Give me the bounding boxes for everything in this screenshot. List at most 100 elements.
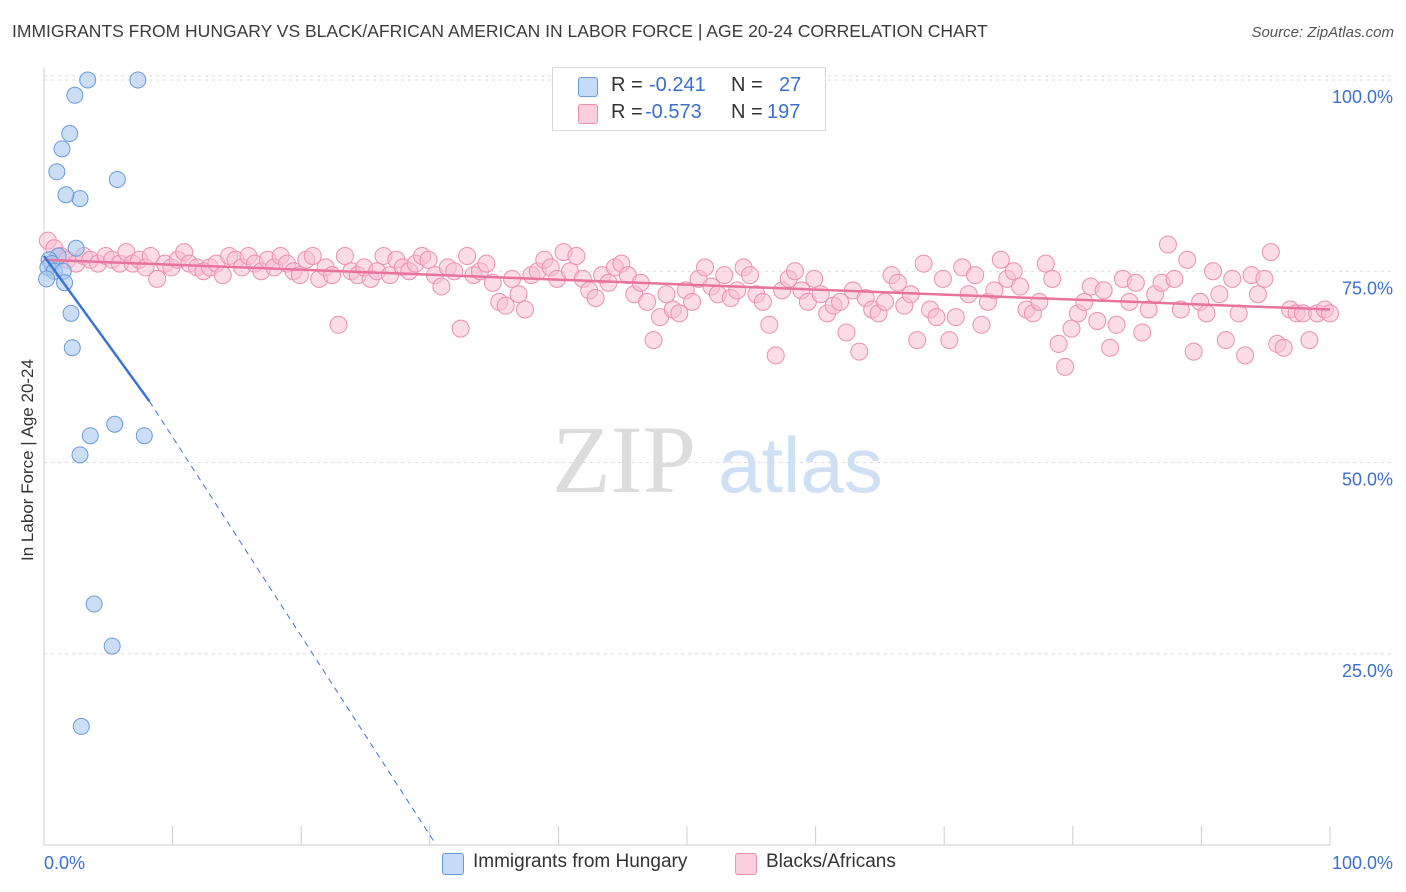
legend-n-label: N =: [731, 74, 763, 96]
data-point-hungary: [79, 71, 97, 89]
bottom-legend-swatch-pink: [735, 853, 757, 875]
data-point-blacks-africans: [837, 323, 856, 342]
data-point-blacks-africans: [515, 300, 534, 319]
data-point-blacks-africans: [1049, 334, 1068, 353]
data-point-blacks-africans: [1248, 285, 1267, 304]
legend-swatch-blue: [578, 77, 598, 97]
data-point-blacks-africans: [445, 262, 464, 281]
data-point-blacks-africans: [586, 289, 605, 308]
data-point-blacks-africans: [432, 277, 451, 296]
data-point-blacks-africans: [1223, 269, 1242, 288]
data-point-hungary: [38, 270, 56, 288]
data-point-blacks-africans: [728, 281, 747, 300]
watermark-atlas: atlas: [718, 421, 883, 509]
data-point-blacks-africans: [1043, 269, 1062, 288]
watermark: ZIP atlas: [552, 406, 883, 513]
data-point-blacks-africans: [419, 250, 438, 269]
data-point-blacks-africans: [831, 292, 850, 311]
data-point-hungary: [53, 140, 71, 158]
data-point-blacks-africans: [458, 246, 477, 265]
data-point-blacks-africans: [991, 250, 1010, 269]
y-tick-label: 50.0%: [1342, 470, 1393, 490]
legend-row-hungary: R = -0.241 N = 27: [553, 74, 825, 100]
data-point-blacks-africans: [1321, 304, 1339, 323]
data-point-blacks-africans: [1165, 269, 1184, 288]
data-point-blacks-africans: [1139, 300, 1158, 319]
data-point-blacks-africans: [1107, 315, 1126, 334]
legend-r-label: R =: [611, 74, 643, 96]
data-point-blacks-africans: [1158, 235, 1177, 254]
legend-r-label: R =: [611, 101, 643, 123]
data-point-blacks-africans: [335, 246, 354, 265]
legend-r-value: -0.241: [649, 74, 706, 96]
data-point-hungary: [81, 427, 99, 445]
data-point-blacks-africans: [1088, 311, 1107, 330]
data-point-blacks-africans: [1094, 281, 1113, 300]
data-point-blacks-africans: [1184, 342, 1203, 361]
data-point-hungary: [71, 446, 89, 464]
data-point-blacks-africans: [567, 246, 586, 265]
legend-r-value: -0.573: [645, 101, 702, 123]
legend-swatch-pink: [578, 104, 598, 124]
data-point-blacks-africans: [946, 308, 965, 327]
data-point-blacks-africans: [850, 342, 869, 361]
data-point-blacks-africans: [1203, 262, 1222, 281]
data-point-blacks-africans: [933, 269, 952, 288]
data-point-blacks-africans: [1274, 338, 1293, 357]
data-point-blacks-africans: [1011, 277, 1030, 296]
data-point-hungary: [108, 170, 126, 188]
data-point-blacks-africans: [496, 296, 515, 315]
data-point-blacks-africans: [741, 266, 760, 285]
data-point-hungary: [71, 190, 89, 208]
data-point-blacks-africans: [1133, 323, 1152, 342]
data-point-blacks-africans: [323, 266, 342, 285]
tick-labels: 100.0% 75.0% 50.0% 25.0% 0.0% 100.0%: [44, 87, 1393, 873]
data-point-blacks-africans: [972, 315, 991, 334]
data-point-blacks-africans: [670, 304, 689, 323]
data-point-blacks-africans: [638, 292, 657, 311]
data-point-hungary: [48, 163, 66, 181]
data-point-blacks-africans: [1197, 304, 1216, 323]
data-point-hungary: [129, 71, 147, 89]
trend-line-hungary-extension: [149, 401, 437, 846]
data-point-blacks-africans: [148, 269, 167, 288]
data-point-blacks-africans: [766, 346, 785, 365]
data-point-blacks-africans: [683, 292, 702, 311]
data-point-blacks-africans: [1030, 292, 1049, 311]
data-point-blacks-africans: [1255, 269, 1274, 288]
data-point-hungary: [57, 186, 75, 204]
data-point-blacks-africans: [914, 254, 933, 273]
x-tick-label: 100.0%: [1332, 853, 1393, 873]
data-point-blacks-africans: [1126, 273, 1145, 292]
data-point-hungary: [72, 717, 90, 735]
data-point-blacks-africans: [1178, 250, 1197, 269]
data-point-blacks-africans: [477, 254, 496, 273]
legend-n-label: N =: [731, 101, 763, 123]
data-point-blacks-africans: [715, 266, 734, 285]
series-blacks-africans-points: [38, 231, 1339, 376]
data-point-blacks-africans: [1004, 262, 1023, 281]
data-point-blacks-africans: [696, 258, 715, 277]
data-point-blacks-africans: [451, 319, 470, 338]
data-point-blacks-africans: [805, 269, 824, 288]
bottom-legend-label-hungary: Immigrants from Hungary: [473, 851, 688, 872]
y-tick-label: 75.0%: [1342, 278, 1393, 298]
data-point-blacks-africans: [1261, 243, 1280, 262]
data-point-blacks-africans: [760, 315, 779, 334]
x-tick-label: 0.0%: [44, 853, 85, 873]
legend-row-blacks: R = -0.573 N = 197: [553, 101, 825, 127]
data-point-hungary: [85, 595, 103, 613]
trend-lines: [42, 255, 1331, 846]
data-point-blacks-africans: [876, 292, 895, 311]
data-point-blacks-africans: [927, 308, 946, 327]
trend-line-blacks-africans: [43, 258, 1331, 311]
axis-layer: [43, 68, 1331, 846]
data-point-blacks-africans: [1101, 338, 1120, 357]
correlation-legend: R = -0.241 N = 27 R = -0.573 N = 197: [552, 67, 826, 131]
bottom-legend-label-blacks: Blacks/Africans: [766, 851, 896, 872]
data-point-blacks-africans: [303, 246, 322, 265]
y-axis-label: In Labor Force | Age 20-24: [18, 359, 37, 561]
series-hungary-points: [38, 71, 153, 735]
bottom-legend-swatch-blue: [442, 853, 464, 875]
